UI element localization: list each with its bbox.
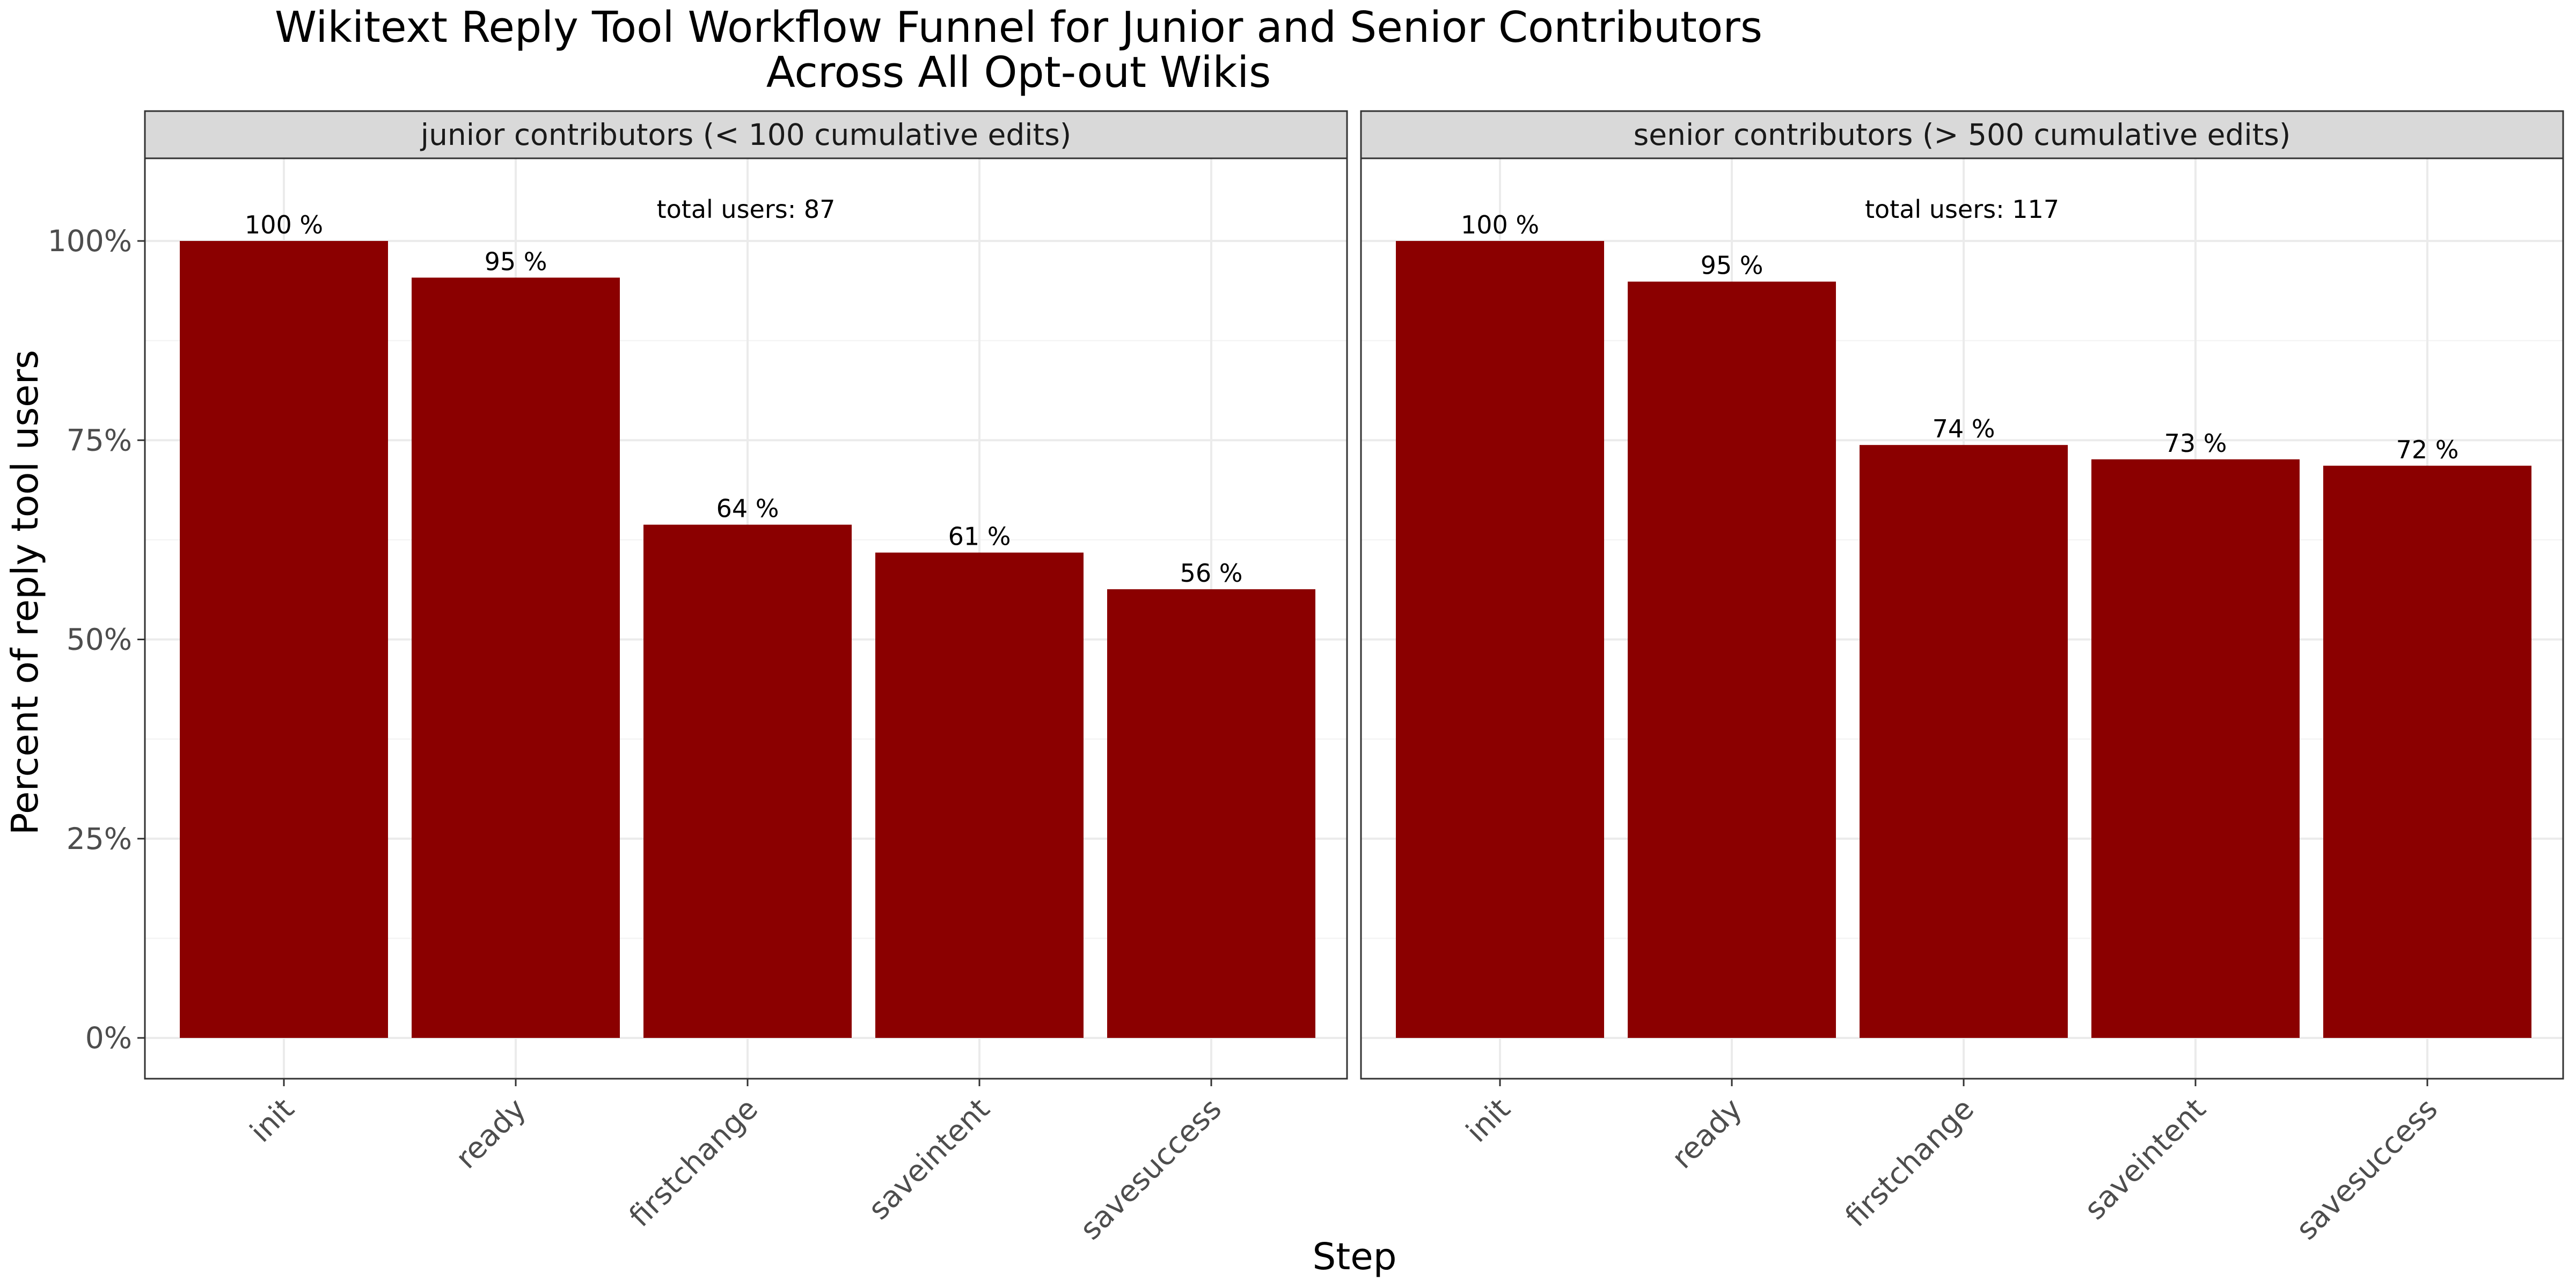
bar-ready [412,277,620,1038]
data-label-firstchange: 74 % [1933,414,1995,443]
y-tick-label: 25% [67,822,132,856]
x-axis-title: Step [1312,1235,1396,1278]
data-label-ready: 95 % [485,247,547,276]
facet-strip-label: junior contributors (< 100 cumulative ed… [420,118,1071,152]
bar-saveintent [2091,459,2300,1038]
facet-panel-senior: 100 % 95 % 74 % 73 % 72 % total users: 117 sen… [1360,110,2564,1246]
data-label-ready: 95 % [1701,251,1763,280]
facet-strip-label: senior contributors (> 500 cumulative ed… [1634,118,2291,152]
y-tick-label: 100% [48,224,132,258]
bar-firstchange [643,524,852,1038]
y-axis-title: Percent of reply tool users [4,350,47,835]
data-label-saveintent: 73 % [2164,429,2227,458]
total-users-annotation: total users: 117 [1865,195,2059,224]
facet-panels: 100 % 95 % 64 % 61 % 56 % total users: 87 juni… [48,110,2564,1246]
bar-savesuccess [2323,465,2531,1038]
bar-init [180,241,388,1038]
bar-saveintent [875,552,1084,1038]
facet-strip [1360,110,2564,159]
data-label-init: 100 % [1461,210,1539,239]
data-label-saveintent: 61 % [948,522,1011,551]
y-tick-label: 75% [67,423,132,457]
chart-title-line-1: Wikitext Reply Tool Workflow Funnel for … [275,3,1762,52]
data-label-savesuccess: 56 % [1180,559,1243,588]
chart-title-line-2: Across All Opt-out Wikis [766,48,1271,97]
y-tick-label: 0% [85,1021,132,1055]
data-label-init: 100 % [245,210,323,239]
bar-savesuccess [1107,589,1315,1038]
total-users-annotation: total users: 87 [657,195,836,224]
data-label-savesuccess: 72 % [2396,435,2459,464]
bar-ready [1628,281,1836,1038]
y-tick-label: 50% [67,623,132,657]
facet-panel-junior: 100 % 95 % 64 % 61 % 56 % total users: 87 juni… [48,110,1348,1246]
bar-firstchange [1860,445,2068,1038]
data-label-firstchange: 64 % [716,494,779,523]
facet-strip [144,110,1348,159]
bar-init [1396,241,1604,1038]
